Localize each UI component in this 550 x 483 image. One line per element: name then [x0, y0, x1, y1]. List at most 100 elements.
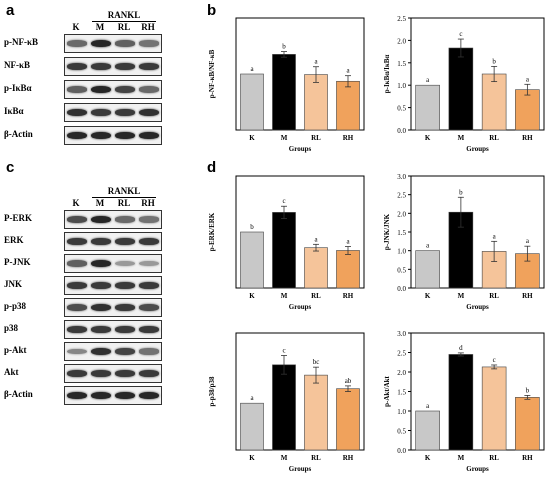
rankl-label: RANKL	[107, 186, 141, 196]
protein-band	[67, 260, 87, 267]
x-tick-label: K	[249, 454, 255, 462]
significance-letter: a	[426, 76, 430, 84]
protein-label: P-JNK	[4, 256, 31, 267]
protein-band	[115, 281, 135, 289]
protein-label: p-NF-κB	[4, 36, 38, 47]
protein-band	[91, 259, 111, 268]
bar-chart-nfkb: a Kb Ma RL a RH Groups p-NF-κB/NF-κB	[208, 17, 365, 153]
bar-chart-p38: a Kc Mbc RL ab RH Groups p-p38/p38	[208, 332, 365, 473]
lane-label-k: K	[72, 22, 80, 32]
protein-label: p-Akt	[4, 344, 27, 355]
protein-label: ERK	[4, 234, 24, 245]
y-axis-label: p-ERK/ERK	[208, 212, 216, 251]
x-tick-label: RL	[489, 292, 499, 300]
protein-band	[115, 348, 135, 355]
y-tick-label: 0.0	[397, 285, 406, 293]
plot-frame	[235, 175, 365, 289]
bar-k	[240, 231, 264, 289]
bar-m	[272, 364, 296, 451]
protein-label: p-p38	[4, 300, 27, 311]
protein-band	[91, 347, 111, 356]
significance-letter: bc	[313, 358, 320, 366]
significance-letter: d	[459, 344, 463, 352]
panel-letter-b: b	[207, 2, 217, 19]
y-tick-label: 2.0	[397, 210, 406, 218]
protein-band	[139, 62, 159, 70]
y-tick-label: 0.5	[397, 266, 406, 274]
significance-letter: b	[459, 188, 463, 196]
protein-band	[115, 62, 135, 70]
y-tick-label: 1.5	[397, 60, 406, 68]
y-tick-label: 2.5	[397, 192, 406, 200]
protein-band	[139, 260, 159, 267]
bar-chart-erk: b Kc Ma RL a RH Groups p-ERK/ERK	[208, 175, 365, 311]
blot-strip	[64, 276, 162, 295]
protein-label: p38	[4, 322, 19, 333]
lane-label-k: K	[72, 198, 80, 208]
bar-chart-akt: 0.0 0.5 1.0 1.5 2.0 2.5 3.0 a Kd Mc RL b RH Groups p-A…	[383, 330, 545, 473]
protein-band	[67, 348, 87, 355]
protein-band	[91, 62, 111, 70]
significance-letter: c	[282, 197, 285, 205]
y-axis-label: p-Akt/Akt	[383, 375, 391, 406]
protein-label: P-ERK	[4, 212, 32, 223]
protein-band	[67, 108, 87, 117]
protein-band	[139, 131, 159, 140]
protein-band	[115, 131, 135, 140]
blot-strip	[64, 103, 162, 122]
x-tick-label: RL	[311, 454, 321, 462]
y-tick-label: 2.0	[397, 369, 406, 377]
y-tick-label: 1.0	[397, 408, 406, 416]
blot-strip	[64, 320, 162, 339]
protein-band	[139, 325, 159, 333]
protein-band	[91, 391, 111, 400]
bar-rh	[515, 89, 540, 131]
blot-strip	[64, 34, 162, 53]
protein-band	[67, 131, 87, 140]
lane-label-m: M	[95, 198, 105, 208]
x-tick-label: RL	[489, 454, 499, 462]
y-tick-label: 0.5	[397, 105, 406, 113]
protein-band	[115, 369, 135, 377]
protein-band	[91, 39, 111, 48]
protein-band	[115, 237, 135, 245]
x-axis-label: Groups	[289, 303, 312, 311]
y-tick-label: 3.0	[397, 330, 406, 338]
y-tick-label: 2.0	[397, 37, 406, 45]
significance-letter: ab	[345, 377, 352, 385]
blot-strip	[64, 126, 162, 145]
significance-letter: b	[492, 57, 496, 65]
x-tick-label: RL	[311, 134, 321, 142]
bar-rl	[304, 247, 328, 289]
protein-band	[139, 237, 159, 245]
y-tick-label: 0.5	[397, 428, 406, 436]
blot-strip	[64, 210, 162, 229]
x-tick-label: RH	[343, 454, 354, 462]
bar-chart-jnk: 0.0 0.5 1.0 1.5 2.0 2.5 3.0 a Kb Ma RL a RH Groups p-J…	[383, 173, 545, 311]
plot-frame	[235, 17, 365, 131]
protein-label: β-Actin	[4, 388, 33, 399]
protein-band	[91, 237, 111, 245]
significance-letter: b	[250, 223, 254, 231]
y-tick-label: 1.5	[397, 389, 406, 397]
significance-letter: b	[282, 43, 286, 51]
blot-strip	[64, 232, 162, 251]
x-tick-label: M	[458, 454, 465, 462]
protein-band	[91, 281, 111, 289]
y-tick-label: 1.5	[397, 229, 406, 237]
y-tick-label: 1.0	[397, 82, 406, 90]
bar-k	[415, 410, 440, 451]
plot-frame	[410, 17, 545, 131]
protein-band	[115, 40, 135, 47]
protein-band	[115, 216, 135, 223]
lane-label-rl: RL	[117, 22, 131, 32]
bar-rl	[304, 74, 328, 131]
rankl-label: RANKL	[107, 10, 141, 20]
bar-m	[272, 54, 296, 131]
bar-chart-ikba: 0.0 0.5 1.0 1.5 2.0 2.5 a Kc Mb RL a RH Groups p-IκBα…	[383, 15, 545, 153]
protein-band	[67, 281, 87, 289]
significance-letter: a	[346, 67, 350, 75]
x-tick-label: K	[425, 292, 431, 300]
protein-band	[67, 391, 87, 400]
blot-strip	[64, 298, 162, 317]
